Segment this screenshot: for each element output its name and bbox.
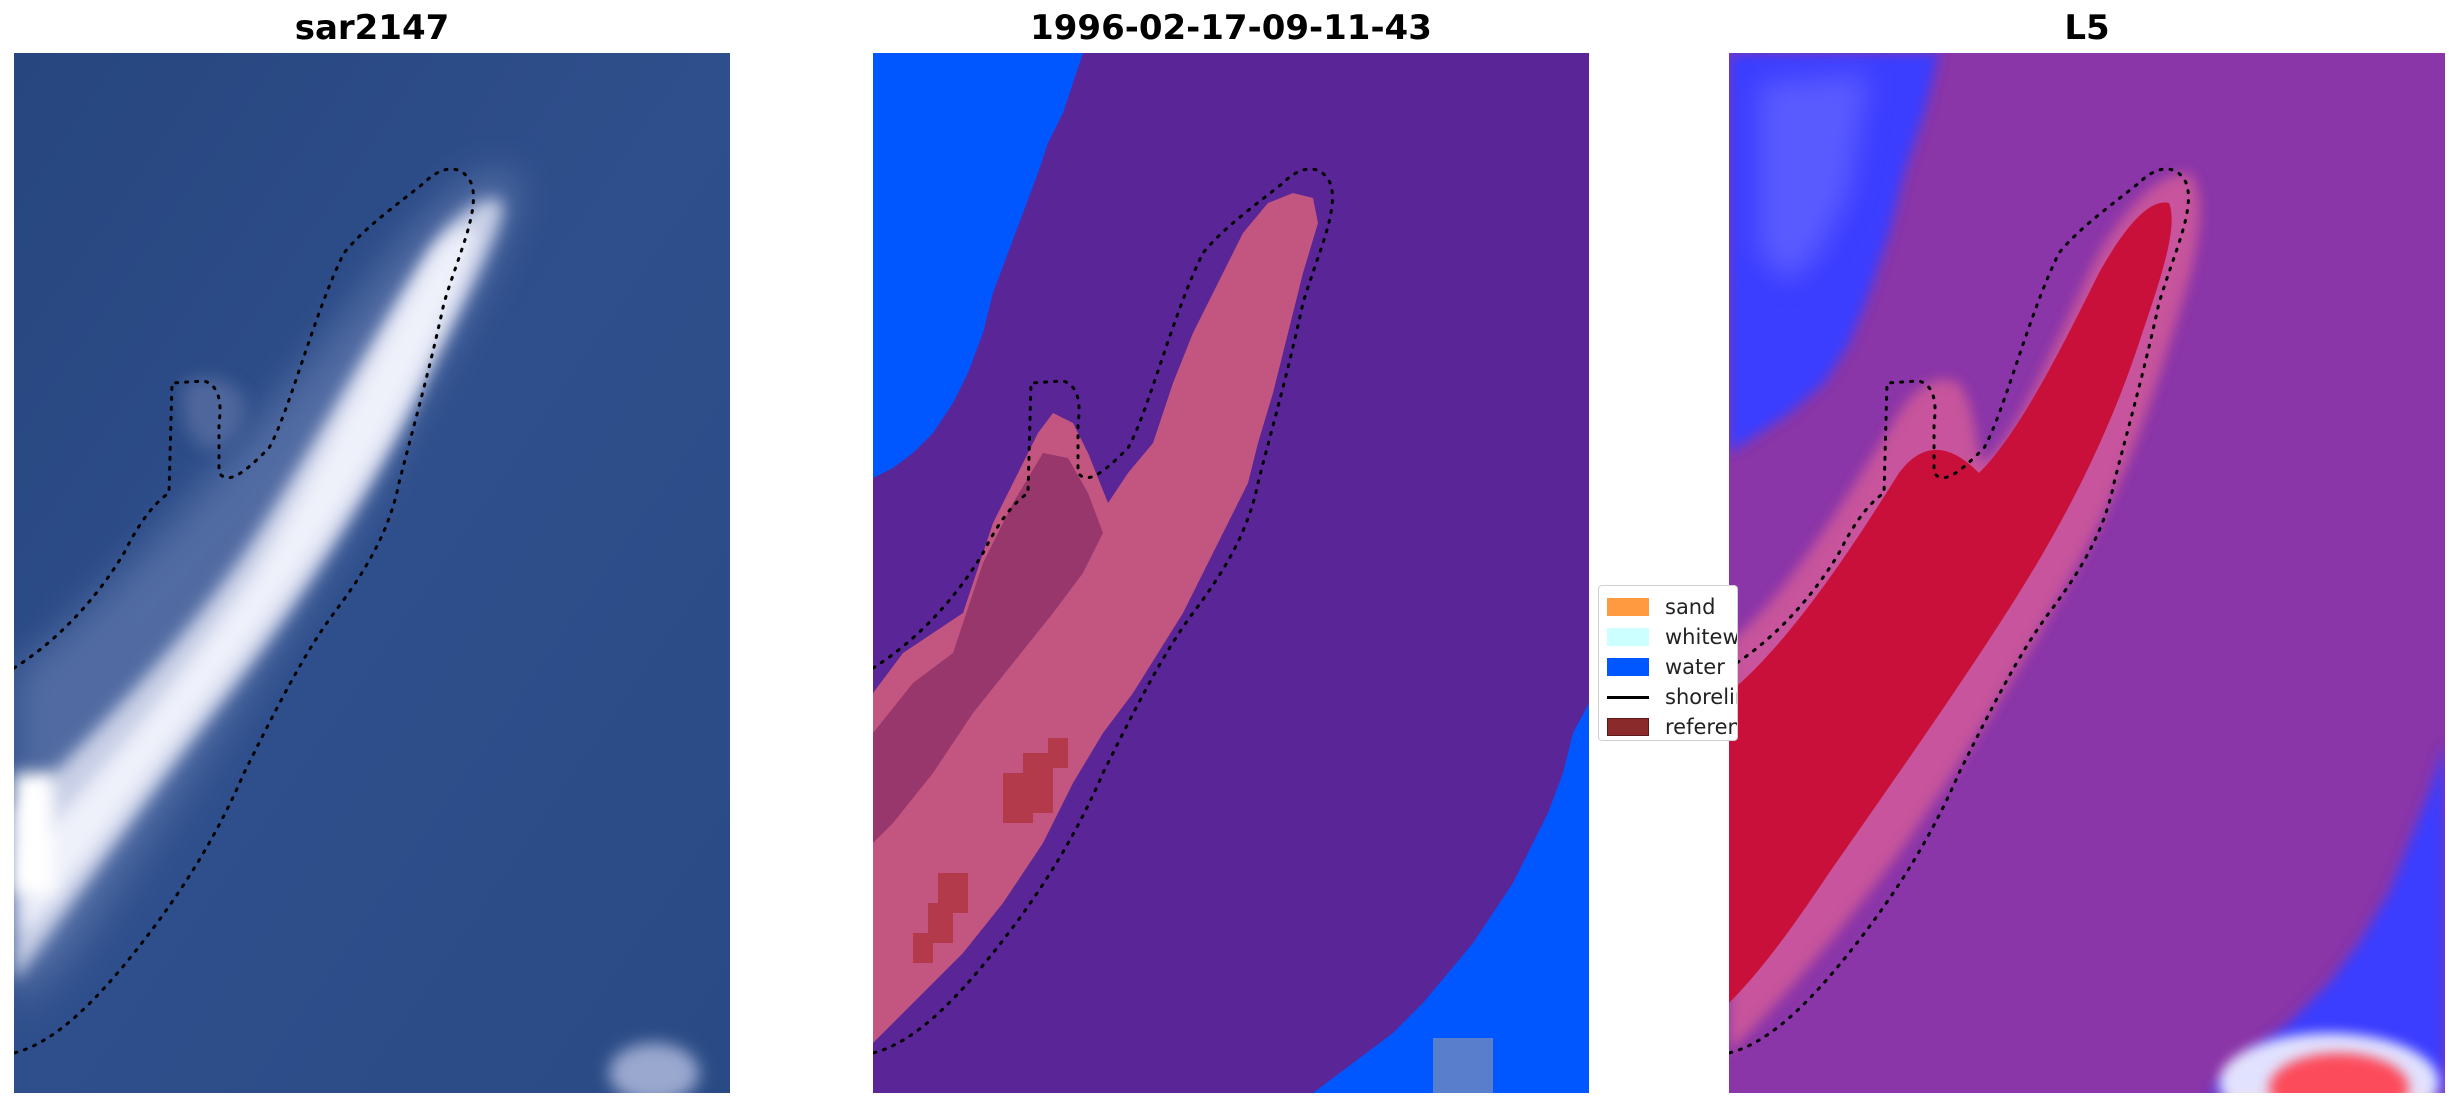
rgb-image [14, 53, 730, 1093]
legend-swatch-water [1607, 658, 1649, 676]
reference-patch [913, 873, 968, 963]
water-class-region-top [873, 53, 1083, 478]
legend-label-water: water [1665, 655, 1725, 679]
legend-item-sand: sand [1607, 594, 1715, 620]
index-panel [1729, 53, 2445, 1093]
legend-item-shoreline: shoreline [1607, 684, 1737, 710]
legend-swatch-sand [1607, 598, 1649, 616]
legend-swatch-shoreline [1607, 695, 1649, 699]
sand-overlay [873, 193, 1318, 1043]
panel-title-rgb: sar2147 [294, 8, 450, 48]
legend-item-water: water [1607, 654, 1725, 680]
legend-swatch-whitewater [1607, 628, 1649, 646]
rgb-image-panel [14, 53, 730, 1093]
index-image [1729, 53, 2445, 1093]
index-high-region [1729, 202, 2172, 1003]
panel-title-index: L5 [2064, 8, 2110, 48]
water-class-region-bottom [1313, 703, 1589, 1093]
legend-label-sand: sand [1665, 595, 1716, 619]
classification-image [873, 53, 1589, 1093]
legend-swatch-reference [1607, 718, 1649, 736]
legend: sand whitewater water shoreline referenc… [1598, 585, 1738, 741]
legend-label-shoreline: shoreline [1665, 685, 1737, 709]
legend-item-whitewater: whitewater [1607, 624, 1738, 650]
legend-label-whitewater: whitewater [1665, 625, 1738, 649]
legend-item-reference: reference [1607, 714, 1737, 740]
panel-title-classification: 1996-02-17-09-11-43 [1030, 8, 1432, 48]
legend-label-reference: reference [1665, 715, 1737, 739]
classification-panel [873, 53, 1589, 1093]
reference-patch [1003, 738, 1068, 823]
